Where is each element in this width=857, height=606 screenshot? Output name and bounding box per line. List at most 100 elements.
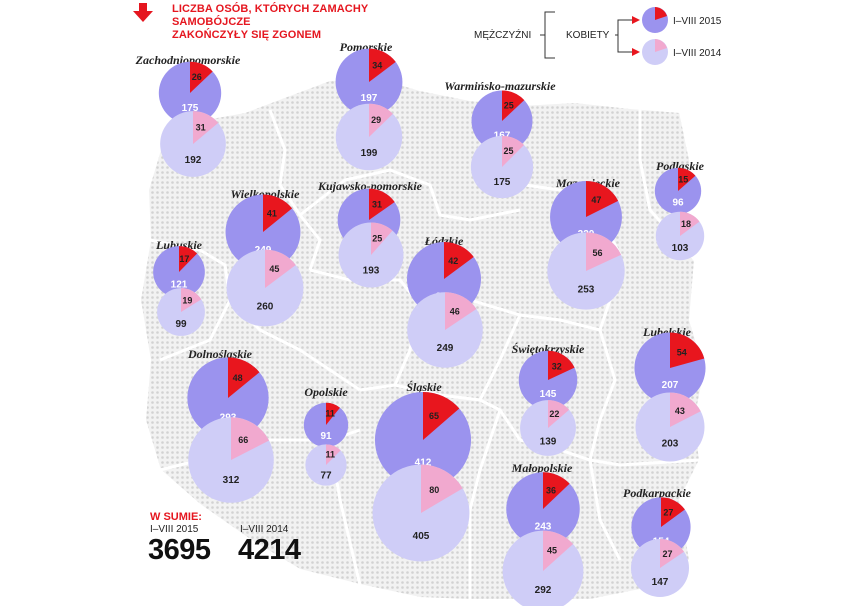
legend-slice-2015 (655, 7, 667, 20)
legend-arrow-2014 (632, 48, 640, 56)
region-0-pie-2015-women-slice (190, 61, 213, 93)
region-9-women-2015-label: 32 (552, 361, 562, 371)
region-0-men-2014-label: 192 (185, 155, 202, 166)
region-14-women-2014-label: 45 (547, 546, 557, 556)
region-14-pie-2015-women-slice (543, 472, 570, 509)
legend-men-label: MĘŻCZYŹNI (474, 28, 531, 41)
chart-title-line2: ZAKOŃCZYŁY SIĘ ZGONEM (172, 29, 322, 41)
region-2-men-2014-label: 175 (494, 177, 511, 188)
legend-2014-label: I–VIII 2014 (673, 48, 722, 59)
region-8-women-2015-label: 42 (448, 256, 458, 266)
region-10-women-2015-label: 54 (677, 347, 687, 357)
region-12-women-2014-label: 11 (326, 450, 336, 460)
legend-bracket-left (544, 11, 555, 59)
arrow-down-icon (133, 11, 153, 22)
region-11-pie-2015-women-slice (228, 357, 260, 398)
region-1-women-2015-label: 34 (372, 61, 382, 71)
region-7-women-2014-label: 19 (182, 296, 192, 306)
region-6-women-2014-label: 56 (592, 248, 602, 258)
region-10-pie-2015-women-slice (670, 332, 705, 368)
region-14-pie-2014-women-slice (543, 530, 574, 571)
region-5-men-2014-label: 193 (363, 266, 380, 277)
region-5-pie-2015-women-slice (369, 188, 395, 220)
region-14-men-2015-label: 243 (535, 522, 552, 533)
region-pies: Zachodniopomorskie2617531192Pomorskie341… (135, 40, 706, 606)
region-8-women-2014-label: 46 (450, 307, 460, 317)
region-2-women-2014-label: 25 (503, 146, 513, 156)
region-0-men-2015-label: 175 (182, 103, 199, 114)
region-13-pie-2014-women-slice (421, 464, 463, 513)
region-1-men-2015-label: 197 (361, 93, 378, 104)
region-11-women-2014-label: 66 (238, 435, 248, 445)
region-10-men-2015-label: 207 (662, 380, 679, 391)
legend: MĘŻCZYŹNI KOBIETY I–VIII 2015 I–VIII 201… (474, 7, 722, 65)
region-3-pie-2015-women-slice (678, 167, 696, 191)
region-5-name: Kujawsko-pomorskie (317, 179, 423, 193)
region-6-pie-2015-women-slice (586, 181, 619, 217)
region-1-men-2014-label: 199 (361, 148, 378, 159)
region-0-name: Zachodniopomorskie (135, 53, 241, 67)
header-icon (133, 3, 153, 22)
region-10-pie-2014-women-slice (670, 392, 701, 427)
region-2-women-2015-label: 25 (504, 101, 514, 111)
region-9-pie-2015-women-slice (548, 350, 575, 380)
region-6-women-2015-label: 47 (591, 195, 601, 205)
region-12-pie-2014-women-slice (326, 444, 341, 465)
region-6-men-2014-label: 253 (578, 284, 595, 295)
chart-title-line1: LICZBA OSÓB, KTÓRYCH ZAMACHY SAMOBÓJCZE (172, 3, 369, 28)
region-5-women-2014-label: 25 (372, 233, 382, 243)
region-12-men-2015-label: 91 (320, 431, 332, 442)
region-9-men-2014-label: 139 (540, 437, 557, 448)
region-5-women-2015-label: 31 (372, 200, 382, 210)
region-9-women-2014-label: 22 (549, 409, 559, 419)
region-7-pie-2014-women-slice (181, 288, 202, 312)
region-7-pie-2015-women-slice (179, 246, 198, 272)
region-13-name: Śląskie (406, 380, 442, 394)
region-3-women-2015-label: 15 (678, 174, 688, 184)
region-11-pie-2014-women-slice (231, 417, 270, 460)
region-9-name: Świętokrzyskie (512, 342, 585, 356)
region-15-women-2015-label: 27 (663, 508, 673, 518)
legend-women-label: KOBIETY (566, 30, 610, 41)
region-13-pie-2015-women-slice (423, 391, 460, 440)
region-4-pie-2014-women-slice (265, 249, 296, 288)
region-12-name: Opolskie (304, 385, 348, 399)
region-12-pie-2015-women-slice (326, 402, 340, 425)
region-7-men-2015-label: 121 (171, 280, 188, 291)
region-14-men-2014-label: 292 (535, 585, 552, 596)
region-15-pie-2015-women-slice (661, 497, 685, 527)
region-4-pie-2015-women-slice (263, 194, 293, 232)
region-11-name: Dolnośląskie (187, 347, 253, 361)
legend-bracket-right-2 (617, 35, 636, 53)
legend-bracket-right (615, 19, 636, 36)
region-3-men-2014-label: 103 (672, 243, 689, 254)
region-4-women-2014-label: 45 (269, 264, 279, 274)
region-4-women-2015-label: 41 (267, 208, 277, 218)
region-9-pie-2014-women-slice (548, 400, 570, 428)
region-13-men-2014-label: 405 (413, 531, 430, 542)
region-8-pie-2015-women-slice (444, 241, 474, 279)
region-15-name: Podkarpackie (623, 486, 692, 500)
region-15-pie-2014-women-slice (660, 538, 685, 568)
region-2-pie-2015-women-slice (502, 90, 525, 121)
region-11-women-2015-label: 48 (233, 373, 243, 383)
region-0-women-2014-label: 31 (196, 123, 206, 133)
region-3-pie-2014-women-slice (680, 211, 700, 236)
region-0-women-2015-label: 26 (192, 72, 202, 82)
region-11-men-2014-label: 312 (223, 475, 240, 486)
region-1-women-2014-label: 29 (371, 115, 381, 125)
region-4-men-2014-label: 260 (257, 301, 274, 312)
legend-slice-2014 (655, 39, 667, 52)
region-2-name: Warmińsko-mazurskie (444, 79, 556, 93)
region-9-men-2015-label: 145 (540, 389, 557, 400)
legend-2015-label: I–VIII 2015 (673, 16, 722, 27)
region-8-men-2014-label: 249 (437, 343, 454, 354)
region-1-pie-2015-women-slice (369, 48, 396, 82)
total-2015-period: I–VIII 2015 (150, 524, 199, 535)
region-5-pie-2014-women-slice (371, 222, 393, 255)
total-2015-value: 3695 (148, 534, 211, 566)
region-7-men-2014-label: 99 (175, 319, 187, 330)
region-14-women-2015-label: 36 (546, 485, 556, 495)
